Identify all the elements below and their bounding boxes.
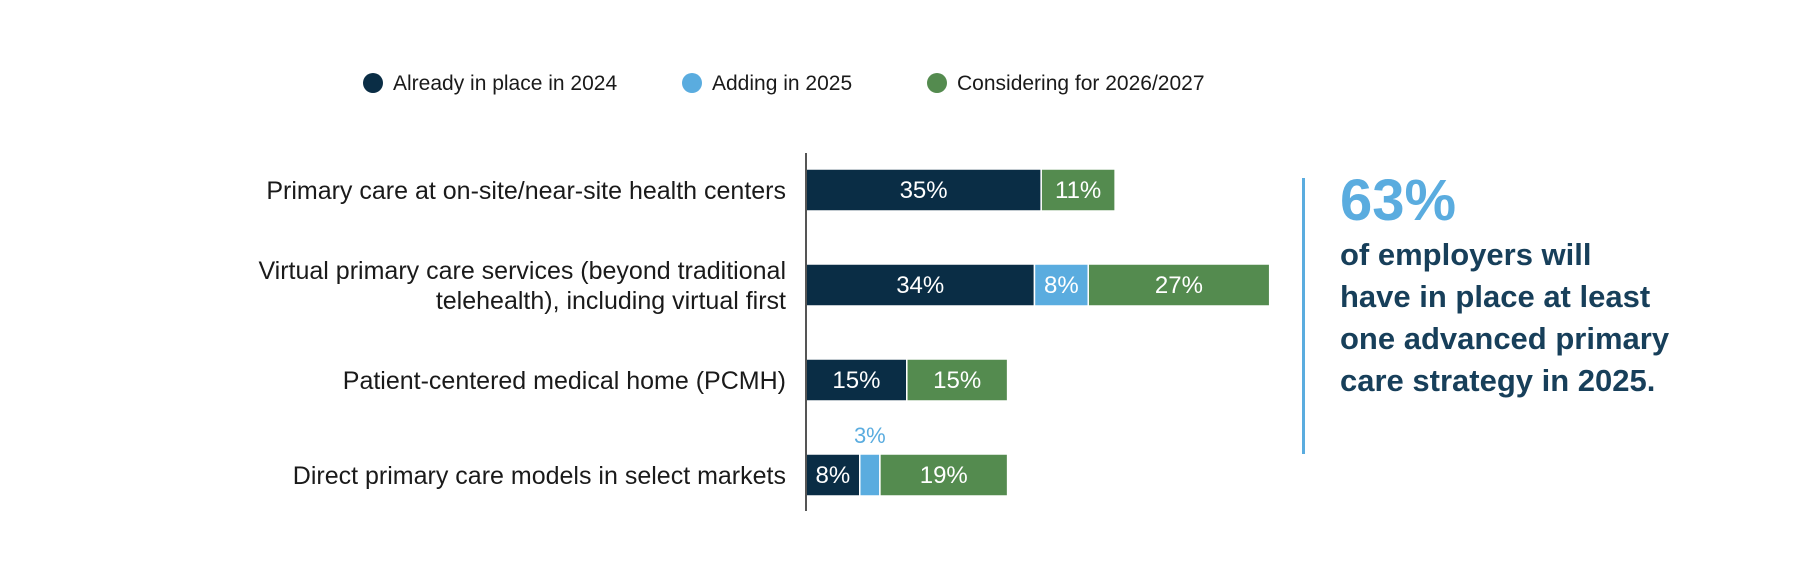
- bar-4-series-2: [859, 453, 881, 497]
- callout-stat: 63%: [1340, 168, 1457, 233]
- legend-marker-2: [682, 73, 702, 93]
- category-label-2-line-2: telehealth), including virtual first: [436, 287, 786, 315]
- bar-3-series-3: [906, 358, 1009, 402]
- category-label-4: Direct primary care models in select mar…: [293, 462, 786, 490]
- legend-label-3: Considering for 2026/2027: [957, 72, 1205, 95]
- legend-label-2: Adding in 2025: [712, 72, 852, 95]
- data-label-2-series-2: 8%: [1044, 272, 1079, 299]
- bar-4-series-3: [879, 453, 1009, 497]
- data-label-1-series-1: 35%: [900, 177, 948, 204]
- category-label-2-line-1: Virtual primary care services (beyond tr…: [258, 257, 786, 285]
- callout-box: 63% of employers will have in place at l…: [1340, 168, 1700, 402]
- data-label-4-series-1: 8%: [816, 462, 851, 489]
- category-label-1: Primary care at on-site/near-site health…: [266, 177, 786, 205]
- bar-2-series-1: [805, 263, 1036, 307]
- data-label-3-series-1: 15%: [832, 367, 880, 394]
- category-label-3: Patient-centered medical home (PCMH): [343, 367, 786, 395]
- bar-2-series-3: [1087, 263, 1271, 307]
- legend-marker-1: [363, 73, 383, 93]
- callout-divider: [1302, 178, 1305, 454]
- callout-text: of employers will have in place at least…: [1340, 237, 1670, 398]
- legend-label-1: Already in place in 2024: [393, 72, 617, 95]
- bars: 35% 11%34% 8% 27%15% 15%8%3%19%: [805, 168, 1271, 497]
- data-label-4-series-2: 3%: [854, 423, 886, 448]
- data-label-2-series-1: 34%: [896, 272, 944, 299]
- bar-1-series-1: [805, 168, 1042, 212]
- data-label-3-series-3: 15%: [933, 367, 981, 394]
- data-label-4-series-3: 19%: [920, 462, 968, 489]
- data-label-2-series-3: 27%: [1155, 272, 1203, 299]
- bar-4-series-1: [805, 453, 861, 497]
- bar-1-series-3: [1040, 168, 1116, 212]
- data-label-1-series-3: 11%: [1055, 177, 1101, 204]
- legend-marker-3: [927, 73, 947, 93]
- legend: Already in place in 2024 Adding in 2025 Co…: [363, 72, 1205, 95]
- category-labels: Primary care at on-site/near-site health…: [258, 177, 786, 490]
